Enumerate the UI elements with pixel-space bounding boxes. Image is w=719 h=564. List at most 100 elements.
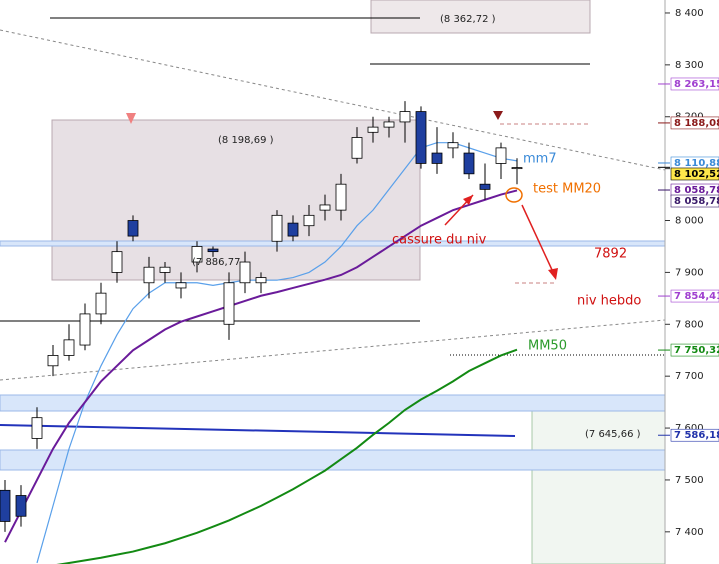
candle: [0, 479, 11, 532]
body: [79, 313, 91, 346]
candle: [159, 262, 171, 283]
candle: [191, 241, 203, 273]
body: [143, 266, 155, 284]
price-tag: 7 586,18: [674, 430, 719, 441]
candle: [303, 204, 315, 237]
price-tag: 7 750,32: [674, 345, 719, 356]
highlight-circle: [505, 187, 523, 203]
price-tag: 7 854,41: [674, 291, 719, 302]
note: cassure du niv: [392, 233, 487, 248]
price-tag: 8 058,78: [674, 196, 719, 207]
candle: [271, 210, 283, 252]
body: [447, 142, 459, 149]
y-tick-label: 7 700: [675, 371, 704, 382]
body: [191, 246, 203, 263]
price-annotation: (8 362,72 ): [440, 14, 496, 25]
tag-box: [670, 116, 719, 130]
body: [255, 277, 267, 284]
y-tick-label: 7 400: [675, 527, 704, 538]
arrow: [521, 204, 554, 273]
tag-box: [670, 77, 719, 91]
tag-box: [670, 428, 719, 442]
trend-line: [0, 29, 666, 171]
body: [159, 266, 171, 273]
note: test MM20: [533, 182, 601, 197]
candle: [399, 101, 411, 143]
price-axis: [665, 0, 719, 564]
body: [239, 261, 251, 284]
tag-box: [670, 194, 719, 208]
tag-box: [670, 289, 719, 303]
price-tag: 8 102,52: [674, 169, 719, 180]
body: [287, 222, 299, 237]
ma-line: [56, 348, 518, 564]
body: [111, 251, 123, 273]
candle: [175, 272, 187, 299]
price-tag: 8 058,78: [674, 185, 719, 196]
candle: [447, 132, 459, 159]
body: [271, 214, 283, 242]
body: [31, 417, 43, 439]
note: MM50: [528, 339, 567, 354]
marker-arrow: [493, 111, 503, 120]
y-tick-label: 7 800: [675, 319, 704, 330]
body: [175, 282, 187, 289]
candle: [79, 303, 91, 351]
candle: [255, 272, 267, 294]
plot: (8 362,72 ) (8 198,69 ) (7 886,77 (7 645,66…: [0, 14, 641, 564]
level-line: [0, 424, 516, 437]
note: niv hebdo: [577, 294, 641, 309]
body: [15, 495, 27, 517]
candle: [47, 345, 59, 377]
candle: [31, 407, 43, 449]
candle: [63, 324, 75, 361]
support-zone: [0, 240, 666, 247]
candle: [143, 256, 155, 299]
body: [415, 111, 427, 164]
arrowhead: [548, 268, 558, 280]
body: [495, 147, 507, 164]
price-tag: 8 110,88: [674, 158, 719, 169]
annotation-shapes: [444, 187, 558, 280]
candle: [351, 127, 363, 164]
y-tick-label: 7 600: [675, 423, 704, 434]
body: [95, 292, 107, 315]
y-tick-label: 7 900: [675, 267, 704, 278]
body: [335, 183, 347, 211]
y-tick-label: 8 000: [675, 216, 704, 227]
body: [207, 248, 219, 253]
tag-box: [670, 167, 719, 181]
body: [127, 220, 139, 237]
price-tag: 8 263,15: [674, 79, 719, 90]
candle: [239, 251, 251, 294]
price-annotation: (8 198,69 ): [218, 135, 274, 146]
body: [47, 355, 59, 367]
ma-line: [4, 189, 518, 543]
candle: [463, 142, 475, 180]
body: [511, 167, 523, 170]
candle: [479, 163, 491, 200]
marker-arrow: [126, 113, 136, 124]
arrowhead: [463, 195, 473, 205]
candle: [207, 246, 219, 257]
candle: [431, 127, 443, 174]
candle: [287, 215, 299, 242]
body: [431, 152, 443, 164]
price-annotation: (7 886,77: [192, 257, 240, 268]
candle: [335, 173, 347, 221]
price-annotation: (7 645,66 ): [585, 429, 641, 440]
y-tick-label: 8 300: [675, 60, 704, 71]
candle: [15, 485, 27, 527]
price-tag: 8 188,08: [674, 118, 719, 129]
support-zone: [0, 449, 666, 471]
candle: [383, 116, 395, 138]
support-zone: [0, 394, 666, 412]
candle: [415, 106, 427, 169]
body: [351, 137, 363, 159]
candle: [511, 158, 523, 185]
body: [0, 489, 11, 522]
body: [319, 204, 331, 211]
candle: [127, 215, 139, 242]
